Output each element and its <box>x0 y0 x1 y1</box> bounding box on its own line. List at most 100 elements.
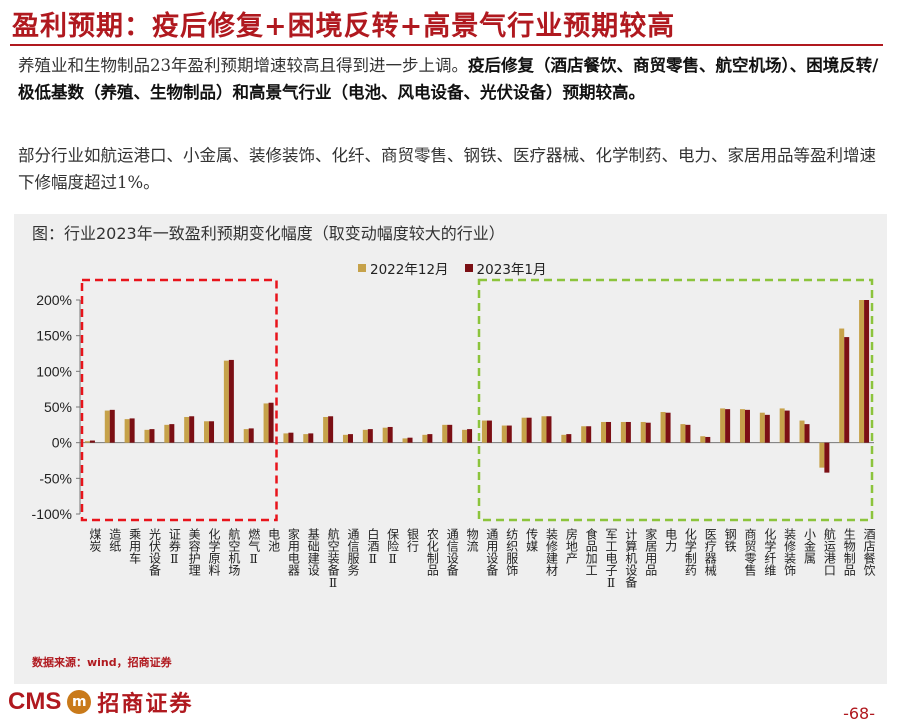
bar <box>586 426 592 443</box>
bar <box>606 421 612 443</box>
bar <box>640 421 646 443</box>
data-source: 数据来源：wind，招商证券 <box>32 656 172 669</box>
bar <box>864 300 870 443</box>
bar <box>367 429 373 443</box>
x-tick-label: 房地产 <box>564 527 578 565</box>
legend-label-dec: 2022年12月 <box>370 262 449 278</box>
x-tick-label: 航空装备Ⅱ <box>326 527 340 590</box>
bar <box>422 434 428 443</box>
bar <box>804 424 810 443</box>
x-tick-label: 家居用品 <box>644 527 658 576</box>
x-tick-label: 纺织服饰 <box>505 528 519 576</box>
bar <box>407 437 413 443</box>
bar <box>784 410 790 443</box>
bar <box>744 409 750 443</box>
bar <box>268 402 274 443</box>
bar <box>839 328 845 443</box>
logo-cms-text: CMS <box>8 688 62 715</box>
bar <box>362 429 368 443</box>
bar <box>223 360 229 443</box>
legend-item-jan: 2023年1月 <box>464 258 547 278</box>
bar <box>486 420 492 443</box>
summary-normal-text: 养殖业和生物制品23年盈利预期增速较高且得到进一步上调。 <box>18 56 468 75</box>
x-tick-label: 农化制品 <box>425 528 439 576</box>
y-tick-label: -50% <box>39 470 72 486</box>
bar <box>442 424 448 443</box>
bar <box>164 424 170 443</box>
bar <box>288 432 294 443</box>
page-number: -68- <box>843 704 875 723</box>
bar <box>109 409 115 443</box>
bar <box>283 433 289 443</box>
x-tick-label: 医疗器械 <box>703 528 717 576</box>
bar <box>581 426 587 443</box>
bar <box>89 440 95 443</box>
x-tick-label: 白酒Ⅱ <box>366 527 380 566</box>
page-title: 盈利预期：疫后修复+困境反转+高景气行业预期较高 <box>12 11 676 42</box>
bar <box>328 416 334 443</box>
bar <box>124 419 130 443</box>
bar-chart: -100% -50% 0% 50% 100% 150% 200% 煤炭 造纸 乘用车 光伏设备 证券Ⅱ… <box>32 278 876 590</box>
bar <box>680 424 686 443</box>
x-tick-label: 军工电子Ⅱ <box>604 528 618 590</box>
x-tick-label: 煤炭 <box>88 528 102 553</box>
bar <box>323 416 329 443</box>
bar <box>204 421 210 443</box>
y-tick-label: 100% <box>36 363 72 379</box>
x-tick-label: 化学纤维 <box>763 528 777 576</box>
bar <box>844 337 850 443</box>
company-logo: CMS m 招商证券 <box>8 686 193 718</box>
chart-panel: 图：行业2023年一致盈利预期变化幅度（取变动幅度较大的行业） 2022年12月… <box>14 214 887 684</box>
summary-paragraph-2: 部分行业如航运港口、小金属、装修装饰、化纤、商贸零售、钢铁、医疗器械、化学制药、… <box>18 146 876 192</box>
bar <box>645 422 651 443</box>
legend-swatch-jan <box>464 264 473 272</box>
bar <box>447 424 453 443</box>
bar <box>705 436 711 443</box>
bar <box>620 421 626 443</box>
legend-swatch-dec <box>358 264 366 272</box>
bar <box>824 442 830 473</box>
bar <box>382 427 388 443</box>
bar <box>779 408 785 443</box>
bar <box>303 434 309 443</box>
x-tick-label: 装修装饰 <box>783 528 797 576</box>
chart-legend: 2022年12月 2023年1月 <box>358 258 547 278</box>
bar <box>526 417 532 443</box>
bar <box>347 434 353 443</box>
x-tick-label: 酒店餐饮 <box>862 528 876 577</box>
bar <box>764 414 770 443</box>
logo-company-name: 招商证券 <box>97 691 194 717</box>
bar <box>506 425 512 443</box>
x-tick-label: 小金属 <box>803 528 817 565</box>
x-tick-label: 化学原料 <box>207 528 221 576</box>
bar <box>342 434 348 443</box>
bar <box>228 359 234 443</box>
x-tick-label: 航运港口 <box>822 527 836 576</box>
bar <box>149 429 155 443</box>
bar <box>248 428 254 443</box>
x-tick-label: 钢铁 <box>723 528 737 552</box>
x-tick-label: 通信服务 <box>346 528 360 576</box>
x-tick-label: 通信设备 <box>445 528 459 577</box>
x-tick-label: 银行 <box>406 528 420 552</box>
x-tick-label: 证券Ⅱ <box>167 528 181 566</box>
bar <box>263 403 269 443</box>
x-tick-label: 光伏设备 <box>147 528 161 577</box>
bar <box>546 416 552 443</box>
x-tick-label: 基础建设 <box>306 528 320 577</box>
x-tick-label: 乘用车 <box>128 528 142 565</box>
title-divider <box>10 44 883 46</box>
bar <box>467 429 473 443</box>
bar <box>169 424 175 443</box>
bar <box>660 411 666 443</box>
bar <box>501 425 507 443</box>
bar <box>566 434 572 443</box>
x-tick-label: 电池 <box>267 528 281 552</box>
y-tick-label: 0% <box>52 435 72 451</box>
bar <box>387 426 393 443</box>
bar <box>402 438 408 443</box>
bar <box>104 410 110 443</box>
highlight-box-red <box>80 278 278 522</box>
summary-paragraph-1: 养殖业和生物制品23年盈利预期增速较高且得到进一步上调。疫后修复（酒店餐饮、商贸… <box>18 52 880 106</box>
x-tick-label: 传媒 <box>525 527 539 552</box>
